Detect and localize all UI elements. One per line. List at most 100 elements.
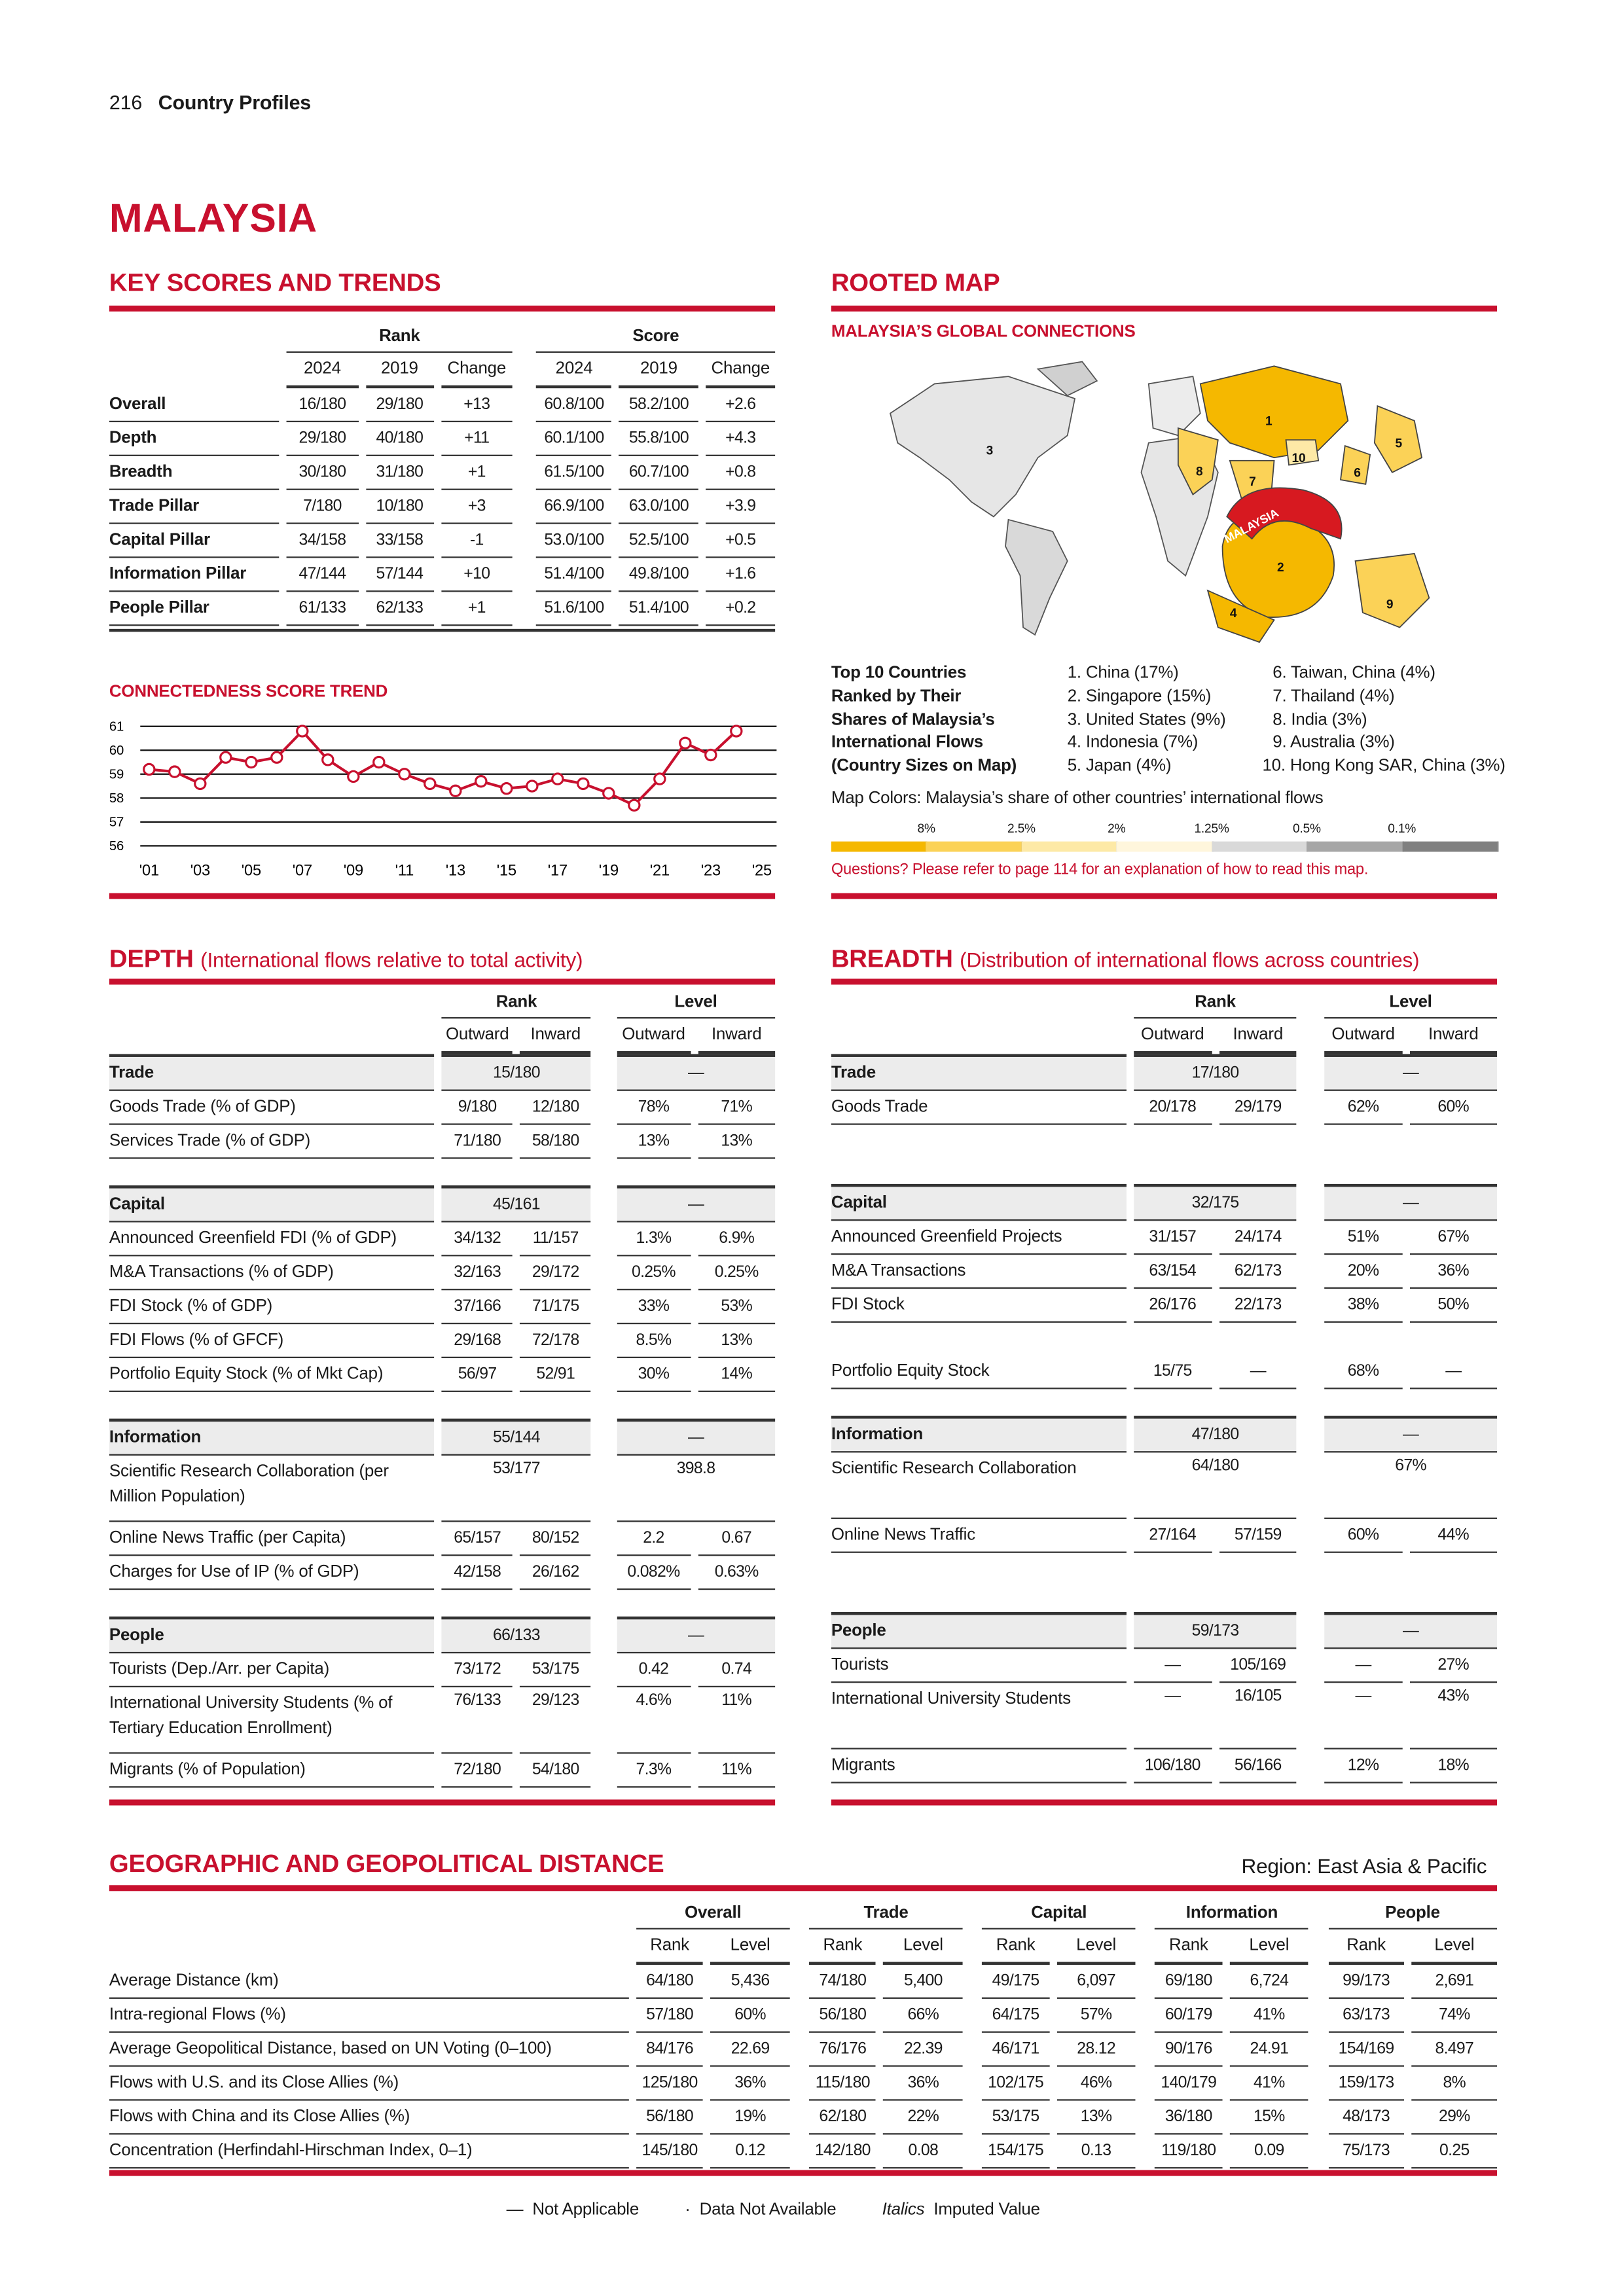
- cell-value: 67%: [1409, 1221, 1498, 1255]
- table-row: FDI Stock 26/176 22/173 38% 50%: [831, 1289, 1498, 1323]
- cell-value: +0.2: [706, 592, 776, 626]
- data-point: [500, 782, 513, 795]
- cell-value: —: [1409, 1355, 1498, 1390]
- spacer: [109, 322, 279, 353]
- gap: [970, 1929, 975, 1965]
- cell-value: 56/180: [809, 1999, 876, 2033]
- cell-value: 29/180: [286, 422, 359, 456]
- spacer: [831, 988, 1127, 1018]
- x-tick-label: '01: [139, 863, 159, 880]
- cell-value: 0.25%: [698, 1256, 776, 1291]
- x-tick-label: '15: [497, 863, 516, 880]
- row-label: [831, 1323, 1127, 1355]
- table-row: [109, 1392, 775, 1419]
- svg-text:7: 7: [1249, 475, 1255, 489]
- gap: [1143, 2101, 1147, 2135]
- cell-value: 46%: [1056, 2067, 1136, 2101]
- cell-value: 22%: [883, 2101, 963, 2135]
- map-australia: [1354, 552, 1430, 628]
- cell-value: 22.39: [883, 2033, 963, 2067]
- x-tick-label: '19: [599, 863, 619, 880]
- cell-value: 102/175: [982, 2067, 1049, 2101]
- row-label: Depth: [109, 422, 280, 456]
- scale-swatch: [1116, 841, 1214, 852]
- cell-value: 49.8/100: [619, 558, 699, 592]
- cell-value: 47/180: [1133, 1416, 1297, 1453]
- column-header: Inward: [520, 1018, 591, 1054]
- column-header: Level: [1229, 1929, 1309, 1965]
- gap: [598, 1687, 609, 1753]
- map-hong-kong: [1285, 439, 1320, 466]
- breadth-table: Rank Level Outward Inward Outward Inward Trade…: [824, 988, 1505, 1784]
- row-label: Migrants (% of Population): [109, 1754, 435, 1788]
- spacer: [109, 1590, 775, 1617]
- depth-table: Rank Level Outward Inward Outward Inward Trade…: [102, 988, 783, 1788]
- data-point: [679, 736, 692, 749]
- data-point: [398, 768, 411, 781]
- cell-value: 47/144: [286, 558, 359, 592]
- cell-value: 154/169: [1327, 2033, 1405, 2067]
- scale-swatch: [831, 841, 928, 852]
- cell-value: +1: [441, 456, 513, 490]
- row-label: Information: [109, 1418, 435, 1456]
- data-point: [321, 753, 334, 766]
- cell-value: 29/172: [520, 1256, 591, 1291]
- cell-value: 72/178: [520, 1324, 591, 1359]
- row-label: International University Students (% of …: [109, 1687, 435, 1754]
- cell-value: 13%: [1056, 2101, 1136, 2135]
- gap: [1305, 1125, 1317, 1158]
- group-header-row: Rank Level: [109, 988, 776, 1019]
- cell-value: —: [616, 1418, 776, 1456]
- spacer: [109, 353, 279, 388]
- cell-value: [1134, 1125, 1212, 1158]
- cell-value: 65/157: [442, 1522, 513, 1556]
- table-row: M&A Transactions (% of GDP) 32/163 29/172 0…: [109, 1256, 776, 1291]
- cell-value: 51.4/100: [619, 592, 699, 626]
- table-row: [831, 1389, 1497, 1416]
- cell-value: +4.3: [706, 422, 776, 456]
- table-row: Overall 16/180 29/180 +13 60.8/100 58.2/100 +2…: [109, 388, 776, 423]
- gap: [1305, 1355, 1317, 1390]
- cell-value: 59/173: [1133, 1612, 1297, 1649]
- group-header-row: Rank Score: [109, 322, 776, 353]
- list-item: 4. Indonesia (7%): [1067, 734, 1199, 752]
- data-point: [730, 725, 743, 738]
- gap: [598, 1522, 609, 1556]
- table-row: Trade Pillar 7/180 10/180 +3 66.9/100 63.0/10…: [109, 490, 776, 524]
- region-label: Region: East Asia & Pacific: [1241, 1854, 1487, 1878]
- svg-text:8: 8: [1196, 465, 1203, 478]
- spacer: [831, 1157, 1497, 1184]
- cell-value: 62/133: [365, 592, 433, 626]
- gap: [598, 1256, 609, 1290]
- divider: [831, 978, 1498, 985]
- cell-value: 32/175: [1133, 1183, 1297, 1221]
- spacer: [831, 1018, 1127, 1054]
- list-item: 5. Japan (4%): [1067, 757, 1172, 776]
- cell-value: 48/173: [1327, 2101, 1405, 2135]
- gap: [598, 1324, 609, 1358]
- gap: [1305, 1612, 1317, 1649]
- row-label: Online News Traffic: [831, 1519, 1127, 1553]
- row-label: Services Trade (% of GDP): [109, 1125, 435, 1159]
- cell-value: 66.9/100: [536, 490, 612, 524]
- data-point: [347, 770, 360, 783]
- cell-value: 51%: [1324, 1221, 1403, 1255]
- table-row: Concentration (Herfindahl-Hirschman Inde…: [109, 2134, 1498, 2169]
- gap: [1316, 2067, 1321, 2101]
- x-tick-label: '05: [242, 863, 261, 880]
- section-row: Capital 32/175 —: [831, 1183, 1498, 1221]
- data-point: [653, 772, 666, 785]
- data-point: [194, 777, 207, 791]
- column-header: Inward: [1409, 1018, 1498, 1054]
- cell-value: 41%: [1229, 2067, 1309, 2101]
- cell-value: 71/180: [442, 1125, 513, 1159]
- spacer: [109, 988, 435, 1018]
- row-label: Announced Greenfield Projects: [831, 1221, 1127, 1255]
- cell-value: 11/157: [520, 1223, 591, 1257]
- column-header-row: Outward Inward Outward Inward: [109, 1018, 776, 1054]
- group-header: Rank: [286, 322, 513, 353]
- row-label: International University Students: [831, 1683, 1127, 1749]
- cell-value: 69/180: [1155, 1965, 1223, 1999]
- column-header: Inward: [698, 1018, 776, 1054]
- row-label: Charges for Use of IP (% of GDP): [109, 1556, 435, 1590]
